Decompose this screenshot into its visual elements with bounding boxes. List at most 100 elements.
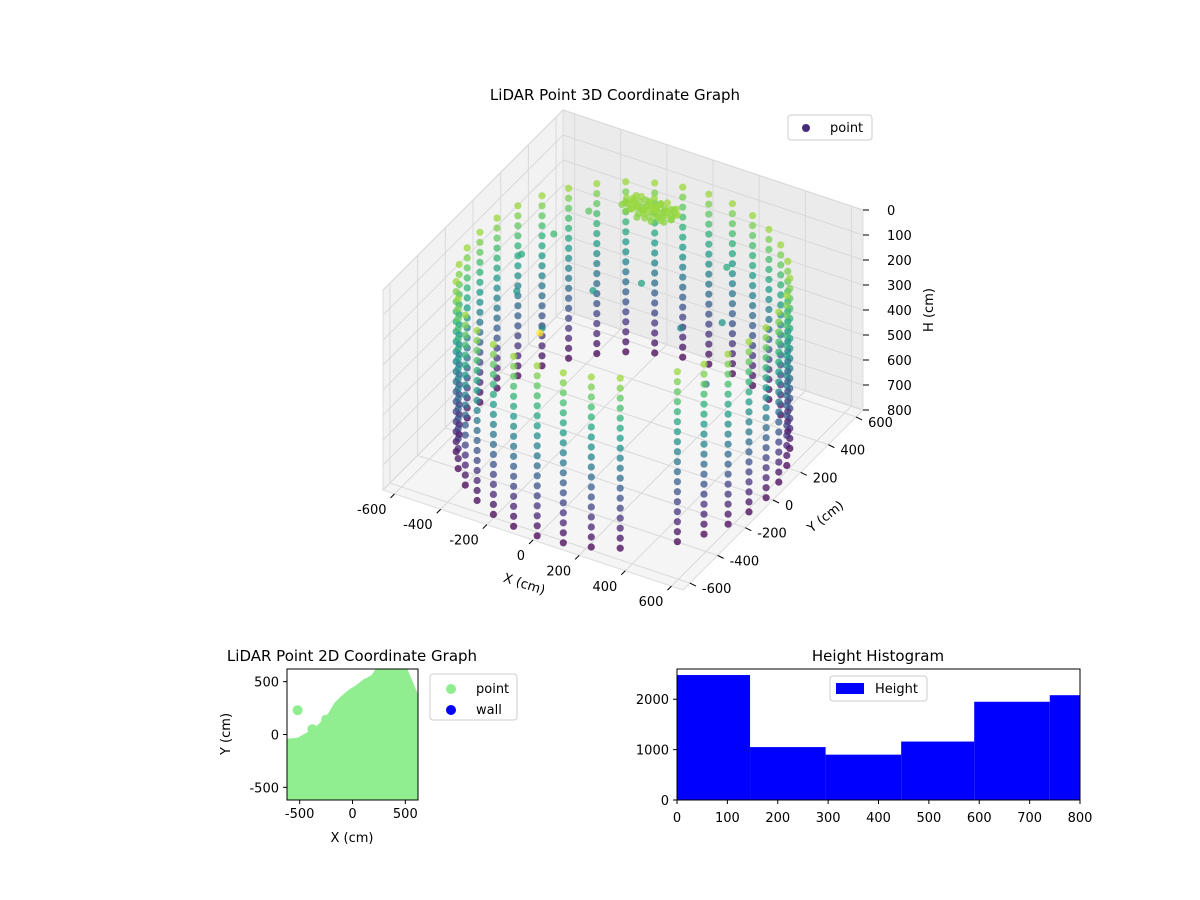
point-3d bbox=[538, 262, 546, 270]
point-3d bbox=[514, 302, 522, 310]
point-3d bbox=[533, 422, 541, 430]
point-3d bbox=[493, 254, 501, 262]
grid-h-left bbox=[382, 184, 564, 366]
point-3d bbox=[565, 224, 573, 232]
point-3d bbox=[616, 484, 624, 492]
point-3d bbox=[667, 215, 676, 223]
point-3d bbox=[476, 288, 484, 296]
point-3d bbox=[783, 341, 791, 350]
point-3d bbox=[509, 452, 518, 460]
point-3d bbox=[673, 438, 682, 446]
point-3d bbox=[728, 240, 737, 248]
point-3d bbox=[777, 241, 785, 249]
point-3d bbox=[765, 315, 773, 324]
point-3d bbox=[565, 274, 573, 282]
point-3d bbox=[777, 271, 785, 279]
point-3d bbox=[593, 180, 601, 188]
grid-h-back bbox=[562, 109, 864, 211]
point-3d bbox=[454, 315, 462, 323]
point-3d bbox=[700, 460, 708, 468]
y-tick-label: 0 bbox=[661, 794, 669, 809]
point-3d bbox=[679, 273, 687, 281]
point-3d bbox=[700, 420, 708, 428]
point-3d bbox=[461, 481, 469, 489]
y-tick-label: 600 bbox=[868, 416, 893, 431]
h-tick-label: 700 bbox=[887, 379, 912, 394]
point-3d bbox=[593, 260, 601, 268]
point-3d bbox=[489, 420, 497, 428]
point-3d bbox=[461, 421, 469, 429]
point-3d bbox=[565, 324, 573, 332]
point-3d bbox=[633, 213, 641, 221]
x-tick-label: 800 bbox=[1068, 811, 1093, 826]
point-3d bbox=[679, 223, 687, 231]
point-3d bbox=[765, 245, 773, 254]
point-3d bbox=[454, 335, 462, 343]
point-3d bbox=[783, 371, 791, 380]
point-3d bbox=[559, 499, 567, 507]
point-3d bbox=[705, 300, 713, 308]
h-axis-label: H (cm) bbox=[922, 288, 937, 332]
point-3d bbox=[616, 414, 624, 422]
point-3d bbox=[559, 369, 567, 377]
point-3d bbox=[745, 378, 753, 386]
point-3d bbox=[621, 199, 629, 207]
point-3d bbox=[679, 293, 687, 301]
point-3d bbox=[533, 372, 541, 380]
point-3d bbox=[454, 425, 462, 433]
point-3d bbox=[745, 368, 753, 376]
point-3d bbox=[749, 212, 757, 220]
histogram-legend: Height bbox=[829, 675, 928, 702]
point-3d bbox=[728, 230, 737, 238]
point-3d bbox=[461, 441, 469, 449]
point-3d bbox=[538, 352, 546, 360]
point-3d bbox=[724, 470, 732, 478]
point-3d bbox=[489, 410, 497, 418]
point-3d bbox=[473, 496, 481, 505]
point-3d bbox=[473, 446, 481, 455]
point-3d bbox=[452, 278, 460, 286]
point-3d bbox=[622, 178, 630, 186]
point-3d bbox=[489, 450, 497, 458]
y-tick-mark bbox=[855, 416, 863, 421]
point-3d bbox=[775, 428, 783, 436]
point-3d bbox=[728, 330, 737, 338]
point-3d bbox=[538, 302, 546, 310]
point-3d bbox=[559, 379, 567, 387]
x-tick-label: -200 bbox=[449, 534, 479, 549]
point-3d bbox=[784, 267, 792, 275]
point-3d bbox=[538, 272, 546, 280]
point-3d bbox=[728, 210, 737, 218]
point-3d bbox=[489, 440, 497, 448]
point-3d bbox=[651, 229, 659, 237]
point-3d bbox=[700, 450, 708, 458]
grid-h-back bbox=[562, 259, 864, 361]
x-tick-label: 400 bbox=[866, 811, 891, 826]
point-3d bbox=[473, 416, 481, 425]
point-3d bbox=[493, 324, 501, 332]
chart-3d-legend: point bbox=[787, 114, 873, 141]
point-3d bbox=[622, 218, 630, 226]
point-3d bbox=[784, 257, 792, 265]
point-3d bbox=[656, 217, 665, 225]
point-3d bbox=[587, 493, 595, 501]
x-tick-label: 600 bbox=[967, 811, 992, 826]
grid-y-floor bbox=[500, 371, 801, 473]
point-3d bbox=[622, 268, 630, 276]
point-3d bbox=[489, 360, 497, 368]
point-3d bbox=[587, 523, 595, 531]
point-3d bbox=[728, 300, 737, 308]
point-3d bbox=[700, 370, 708, 378]
point-3d bbox=[533, 392, 541, 400]
point-3d bbox=[538, 242, 546, 250]
point-3d bbox=[514, 222, 522, 230]
point-3d bbox=[775, 438, 783, 446]
point-3d bbox=[461, 351, 469, 359]
point-3d bbox=[745, 388, 753, 396]
grid-h-back bbox=[562, 284, 864, 386]
point-3d bbox=[762, 404, 770, 412]
point-3d bbox=[616, 444, 624, 452]
point-3d bbox=[565, 234, 573, 242]
point-3d bbox=[705, 320, 713, 328]
point-3d bbox=[493, 284, 501, 292]
